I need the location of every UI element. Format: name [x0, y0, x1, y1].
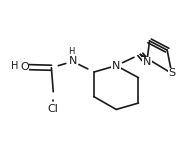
Text: H: H: [69, 47, 75, 56]
Text: O: O: [20, 62, 29, 72]
Text: H: H: [11, 61, 18, 71]
Text: N: N: [112, 61, 121, 71]
Text: N: N: [143, 57, 151, 67]
Text: Cl: Cl: [48, 104, 59, 114]
Text: S: S: [168, 68, 175, 78]
Text: N: N: [68, 56, 77, 66]
